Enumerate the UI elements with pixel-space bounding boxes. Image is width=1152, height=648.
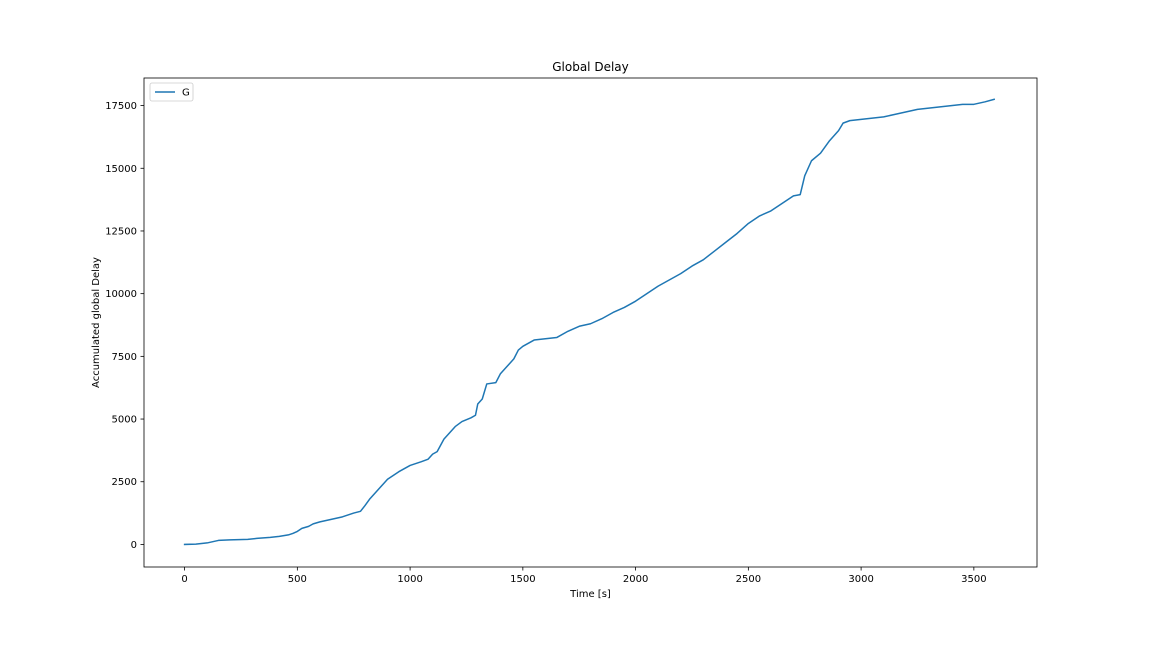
series-layer — [183, 98, 996, 546]
x-tick-label: 500 — [288, 574, 307, 585]
y-axis-label: Accumulated global Delay — [91, 257, 102, 388]
y-tick-label: 12500 — [105, 226, 137, 237]
legend: G — [149, 82, 194, 102]
y-tick-label: 2500 — [112, 477, 137, 488]
x-axis-label: Time [s] — [569, 589, 611, 600]
plot-area — [144, 78, 1037, 567]
y-tick-label: 10000 — [105, 289, 137, 300]
y-tick-label: 17500 — [105, 101, 137, 112]
x-tick-label: 1500 — [510, 574, 535, 585]
x-tick-label: 0 — [181, 574, 187, 585]
x-axis: 0 500 1000 1500 2000 2500 3000 3500 — [181, 567, 987, 585]
x-tick-label: 2000 — [623, 574, 648, 585]
y-tick-label: 15000 — [105, 164, 137, 175]
y-tick-label: 0 — [131, 540, 137, 551]
y-axis: 0 2500 5000 7500 10000 12500 15000 17500 — [105, 101, 144, 551]
x-tick-label: 1000 — [397, 574, 422, 585]
y-tick-label: 5000 — [112, 415, 137, 426]
legend-label: G — [182, 88, 190, 99]
x-tick-label: 3500 — [961, 574, 986, 585]
series-line-G — [183, 98, 996, 546]
chart-title: Global Delay — [552, 60, 629, 74]
plot-frame — [143, 77, 1038, 568]
y-tick-label: 7500 — [112, 352, 137, 363]
x-tick-label: 3000 — [848, 574, 873, 585]
x-tick-label: 2500 — [736, 574, 761, 585]
